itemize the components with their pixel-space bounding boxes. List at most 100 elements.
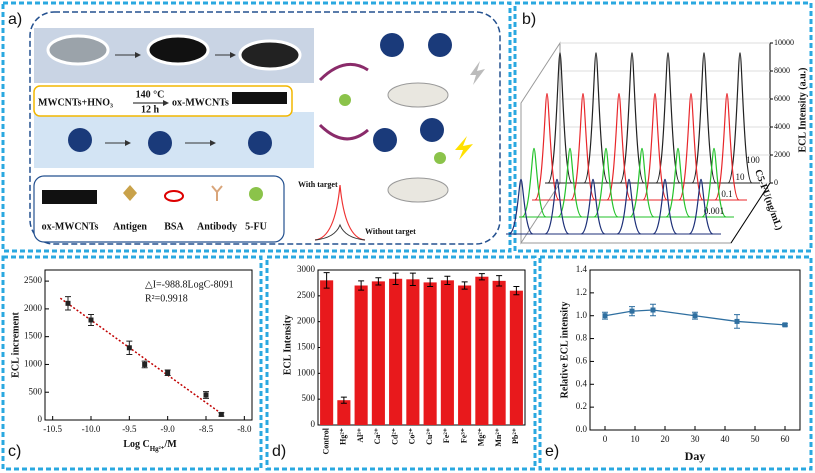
x-tick-label: Co²⁺ [408,428,417,444]
bar [509,290,523,425]
peak [583,52,609,184]
x-tick-label: 10 [631,434,641,444]
peak [701,147,727,218]
bar [423,282,437,425]
product: ox-MWCNTs [172,97,229,108]
y-tick-label: 0 [311,419,316,429]
peak [688,178,714,235]
condition: 140 °C [136,89,165,100]
z-axis-label: C5-FU(ng/mL) [752,168,784,232]
electrode [146,34,210,66]
peak [580,178,606,235]
bar [492,280,506,425]
bar [389,278,403,425]
point [602,313,608,319]
y-tick-label: 1.0 [576,310,588,320]
legend-label: Antigen [113,221,147,232]
step-text: MWCNTs+HNO₃ [38,97,113,108]
peak [508,178,534,235]
electrode [46,34,110,66]
peak [593,147,619,218]
peak [521,147,547,218]
x-tick-label: Cd²⁺ [390,428,399,445]
signal-curve [314,184,366,241]
point [629,308,635,314]
fit-line [59,297,222,415]
x-tick-label: Pb²⁺ [511,428,520,444]
peak [642,92,668,201]
peak [714,92,740,201]
peak [557,147,583,218]
star-probe [373,128,397,152]
x-tick-label: -9.5 [122,424,137,434]
y-tick-label: 1500 [24,331,43,341]
x-tick-label: 30 [691,434,701,444]
arrow [318,62,369,82]
diagram: MWCNTs+HNO₃ 140 °C 12 h ox-MWCNTs ox-MWC… [29,11,501,245]
x-tick-label: 60 [781,434,791,444]
5fu-icon [434,152,446,164]
y-axis-label: Relative ECL intensity [559,302,570,399]
curve-label: Without target [365,227,416,236]
error-bar [323,272,330,289]
x-tick-label: Fe³⁺ [459,428,468,443]
error-bar [358,280,365,291]
star-probe [428,33,452,57]
y-tick-label: 2000 [297,316,316,326]
point [65,300,71,306]
x-axis-label: Day [685,449,706,463]
point [782,322,788,328]
point [165,370,171,376]
error-bar [444,275,451,285]
5fu-icon [249,187,263,201]
x-axis-label-part: Hg²⁺ [150,445,165,453]
panel-label: a) [8,11,22,28]
annotation: △I=-988.8LogC-8091 [145,279,234,290]
bar [475,276,489,425]
electrode [238,39,302,71]
bar [354,285,368,425]
peak [616,178,642,235]
legend-label: 5-FU [245,221,267,232]
x-tick-label: -9.0 [161,424,176,434]
y-tick-label: 0 [774,178,778,187]
peak [652,178,678,235]
peak [691,52,717,184]
x-tick-label: -10.0 [82,424,101,434]
y-tick-label: 1000 [24,359,43,369]
peak [619,52,645,184]
y-tick-label: 1.4 [576,264,588,274]
condition: 12 h [141,104,160,115]
error-bar [496,275,503,287]
depth-tick-label: 10 [736,172,746,182]
point [692,313,698,319]
error-bar [478,273,485,281]
electrode [387,82,449,108]
peak [570,92,596,201]
peak [544,178,570,235]
point [126,345,132,351]
curve-label: With target [298,180,338,189]
peak [655,52,681,184]
star-probe [248,131,272,155]
x-tick-label: Ca²⁺ [373,428,382,444]
y-tick-label: 3000 [297,264,316,274]
legend-label: ox-MWCNTs [42,221,99,232]
y-axis-label: ECL Intensity [282,315,293,375]
y-tick-label: 4000 [774,122,790,131]
y-tick-label: 2500 [24,275,43,285]
depth-tick-label: 0.001 [704,206,724,216]
point [203,392,209,398]
x-tick-label: Cu²⁺ [425,428,434,445]
legend-label: Antibody [197,221,237,232]
y-tick-label: 500 [29,386,43,396]
panel-label: e) [545,443,559,460]
peak [606,92,632,201]
depth-tick-label: 100 [746,155,760,165]
depth-tick-label: 0.1 [721,189,732,199]
panel-label: c) [8,443,21,460]
y-tick-label: 10000 [774,38,794,47]
x-axis-label-part: /M [163,439,177,450]
y-tick-label: 1500 [297,342,316,352]
